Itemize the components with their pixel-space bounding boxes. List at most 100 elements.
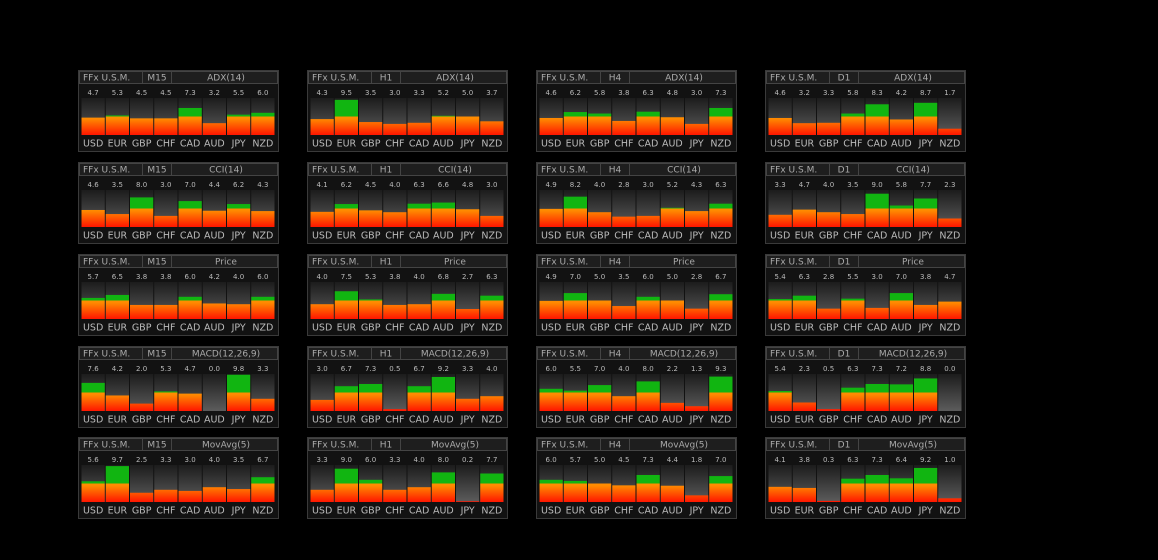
category-label: EUR [108,139,128,150]
category-label: JPY [918,231,933,242]
panel-timeframe: H4 [609,74,622,84]
value-label: 7.7 [920,181,931,189]
value-label: 3.8 [160,273,171,281]
value-label: 4.7 [944,273,955,281]
bar [383,212,407,227]
value-label: 2.8 [691,273,702,281]
category-label: CAD [180,323,200,334]
value-label: 5.5 [570,365,581,373]
panel-header [308,71,507,84]
value-label: 5.3 [160,365,171,373]
bar-track [130,374,154,411]
value-label: 4.7 [88,89,99,97]
panel-timeframe: M15 [147,74,166,84]
value-label: 3.7 [486,89,497,97]
bar-track [202,374,226,411]
category-label: GBP [361,323,381,334]
category-label: JPY [231,323,246,334]
panel-indicator: MACD(12,26,9) [650,350,718,360]
value-label: 8.2 [570,181,581,189]
category-label: NZD [481,231,502,242]
value-label: 1.7 [944,89,955,97]
value-label: 7.3 [365,365,376,373]
panel-timeframe: H4 [609,166,622,176]
value-label: 4.0 [823,181,834,189]
panel-timeframe: H1 [380,258,393,268]
panel-header [766,347,965,360]
panel-header [537,438,736,451]
panel-header [308,438,507,451]
bar [588,483,612,502]
panel-title: FFx U.S.M. [770,258,817,268]
bar [539,208,563,227]
value-label: 7.0 [570,273,581,281]
category-label: JPY [689,139,704,150]
bar [817,122,841,135]
category-label: CHF [156,415,175,426]
value-label: 4.0 [594,181,605,189]
value-label: 4.9 [546,273,557,281]
panel-header [537,71,736,84]
category-label: EUR [337,323,357,334]
category-label: EUR [337,139,357,150]
value-label: 4.0 [618,365,629,373]
value-label: 6.0 [546,456,557,464]
panel-timeframe: M15 [147,350,166,360]
bar [105,466,129,502]
bar [407,304,431,319]
panel-indicator: ADX(14) [665,74,703,84]
bar [456,501,480,502]
bar [154,304,178,319]
panel-timeframe: D1 [838,350,851,360]
panel-header [79,163,278,176]
category-label: CAD [180,506,200,517]
value-label: 0.3 [823,456,834,464]
category-label: JPY [918,323,933,334]
category-label: USD [312,231,332,242]
category-label: CAD [180,415,200,426]
category-label: USD [541,231,561,242]
category-label: AUD [891,231,912,242]
category-label: CHF [156,506,175,517]
value-label: 6.3 [715,181,726,189]
value-label: 6.0 [546,365,557,373]
value-label: 7.3 [643,456,654,464]
category-label: EUR [566,231,586,242]
panel-header [766,163,965,176]
category-label: NZD [252,139,273,150]
bar [456,309,480,319]
category-label: AUD [433,506,454,517]
bar [334,386,358,411]
bar [81,117,105,135]
value-label: 2.3 [944,181,955,189]
category-label: AUD [433,415,454,426]
category-label: USD [312,323,332,334]
category-label: CHF [614,139,633,150]
panel-title: FFx U.S.M. [312,74,359,84]
panel-title: FFx U.S.M. [83,74,130,84]
panel-title: FFx U.S.M. [312,350,359,360]
bar [480,396,504,411]
category-label: AUD [204,323,225,334]
bar [889,119,913,135]
category-label: EUR [566,323,586,334]
category-label: NZD [710,323,731,334]
bar [817,308,841,319]
bar [660,117,684,135]
value-label: 5.2 [667,181,678,189]
bar [154,391,178,411]
value-label: 1.0 [944,456,955,464]
value-label: 9.2 [438,365,449,373]
category-label: EUR [337,415,357,426]
panel-indicator: Price [444,258,466,268]
category-label: EUR [795,323,815,334]
bar-track [792,374,816,411]
panel-title: FFx U.S.M. [312,441,359,451]
bar [914,467,938,502]
bar [563,480,587,502]
panel-timeframe: H4 [609,258,622,268]
value-label: 5.0 [667,273,678,281]
bar [383,123,407,135]
value-label: 0.0 [209,365,220,373]
category-label: EUR [108,506,128,517]
